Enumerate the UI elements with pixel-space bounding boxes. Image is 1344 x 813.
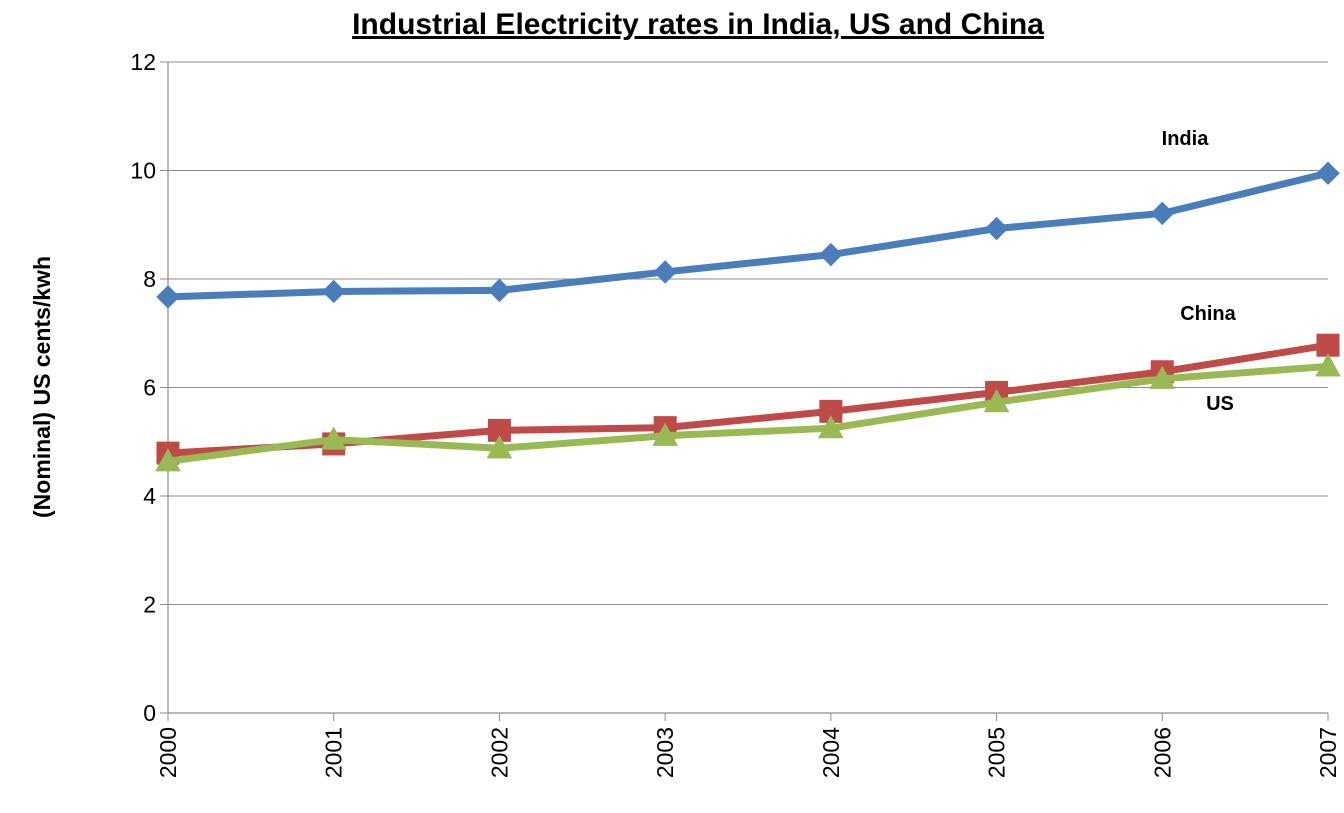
data-point-india bbox=[1316, 161, 1340, 185]
series-group bbox=[155, 161, 1341, 472]
y-tick-label: 4 bbox=[143, 483, 156, 509]
data-point-india bbox=[819, 242, 843, 267]
y-tick-label: 12 bbox=[130, 49, 156, 75]
data-point-india bbox=[1150, 201, 1174, 226]
series-label-china: China bbox=[1180, 303, 1236, 325]
y-tick-label: 2 bbox=[143, 592, 156, 618]
data-point-us bbox=[652, 422, 678, 446]
series-line-india bbox=[164, 169, 1332, 301]
x-tick-label: 2000 bbox=[155, 727, 181, 778]
y-tick-label: 10 bbox=[130, 158, 156, 184]
data-point-us bbox=[486, 435, 513, 459]
x-tick-label: 2004 bbox=[818, 727, 844, 778]
data-point-us bbox=[983, 389, 1010, 413]
series-labels: India China US bbox=[1162, 128, 1237, 415]
data-point-india bbox=[156, 285, 180, 309]
data-point-us bbox=[1315, 353, 1341, 377]
x-tick-label: 2003 bbox=[652, 727, 678, 778]
chart-title: Industrial Electricity rates in India, U… bbox=[352, 8, 1044, 41]
x-tick-label: 2006 bbox=[1149, 727, 1175, 778]
data-point-india bbox=[487, 278, 512, 303]
data-point-india bbox=[322, 279, 346, 304]
y-tick-label: 6 bbox=[143, 375, 156, 401]
x-tick-label: 2005 bbox=[984, 727, 1010, 778]
y-tick-label: 0 bbox=[143, 700, 156, 726]
data-point-india bbox=[653, 260, 677, 284]
data-point-us bbox=[818, 415, 844, 439]
y-axis-label: (Nominal) US cents/kwh bbox=[29, 256, 55, 518]
data-point-us bbox=[320, 426, 347, 450]
x-tick-label: 2001 bbox=[321, 727, 347, 778]
series-label-us: US bbox=[1206, 393, 1234, 415]
gridlines bbox=[168, 61, 1328, 605]
axes: 0 2 4 6 8 10 12 2000 2001 2002 2003 2004 2005 2006 200… bbox=[130, 49, 1341, 778]
x-tick-label: 2007 bbox=[1315, 727, 1341, 778]
data-point-india bbox=[984, 216, 1009, 241]
series-line-us bbox=[164, 362, 1332, 465]
series-label-india: India bbox=[1162, 128, 1210, 150]
y-tick-label: 8 bbox=[143, 266, 156, 292]
data-point-china bbox=[1316, 333, 1340, 357]
x-tick-label: 2002 bbox=[486, 727, 512, 778]
data-point-us bbox=[1149, 365, 1176, 389]
data-point-us bbox=[155, 448, 181, 472]
